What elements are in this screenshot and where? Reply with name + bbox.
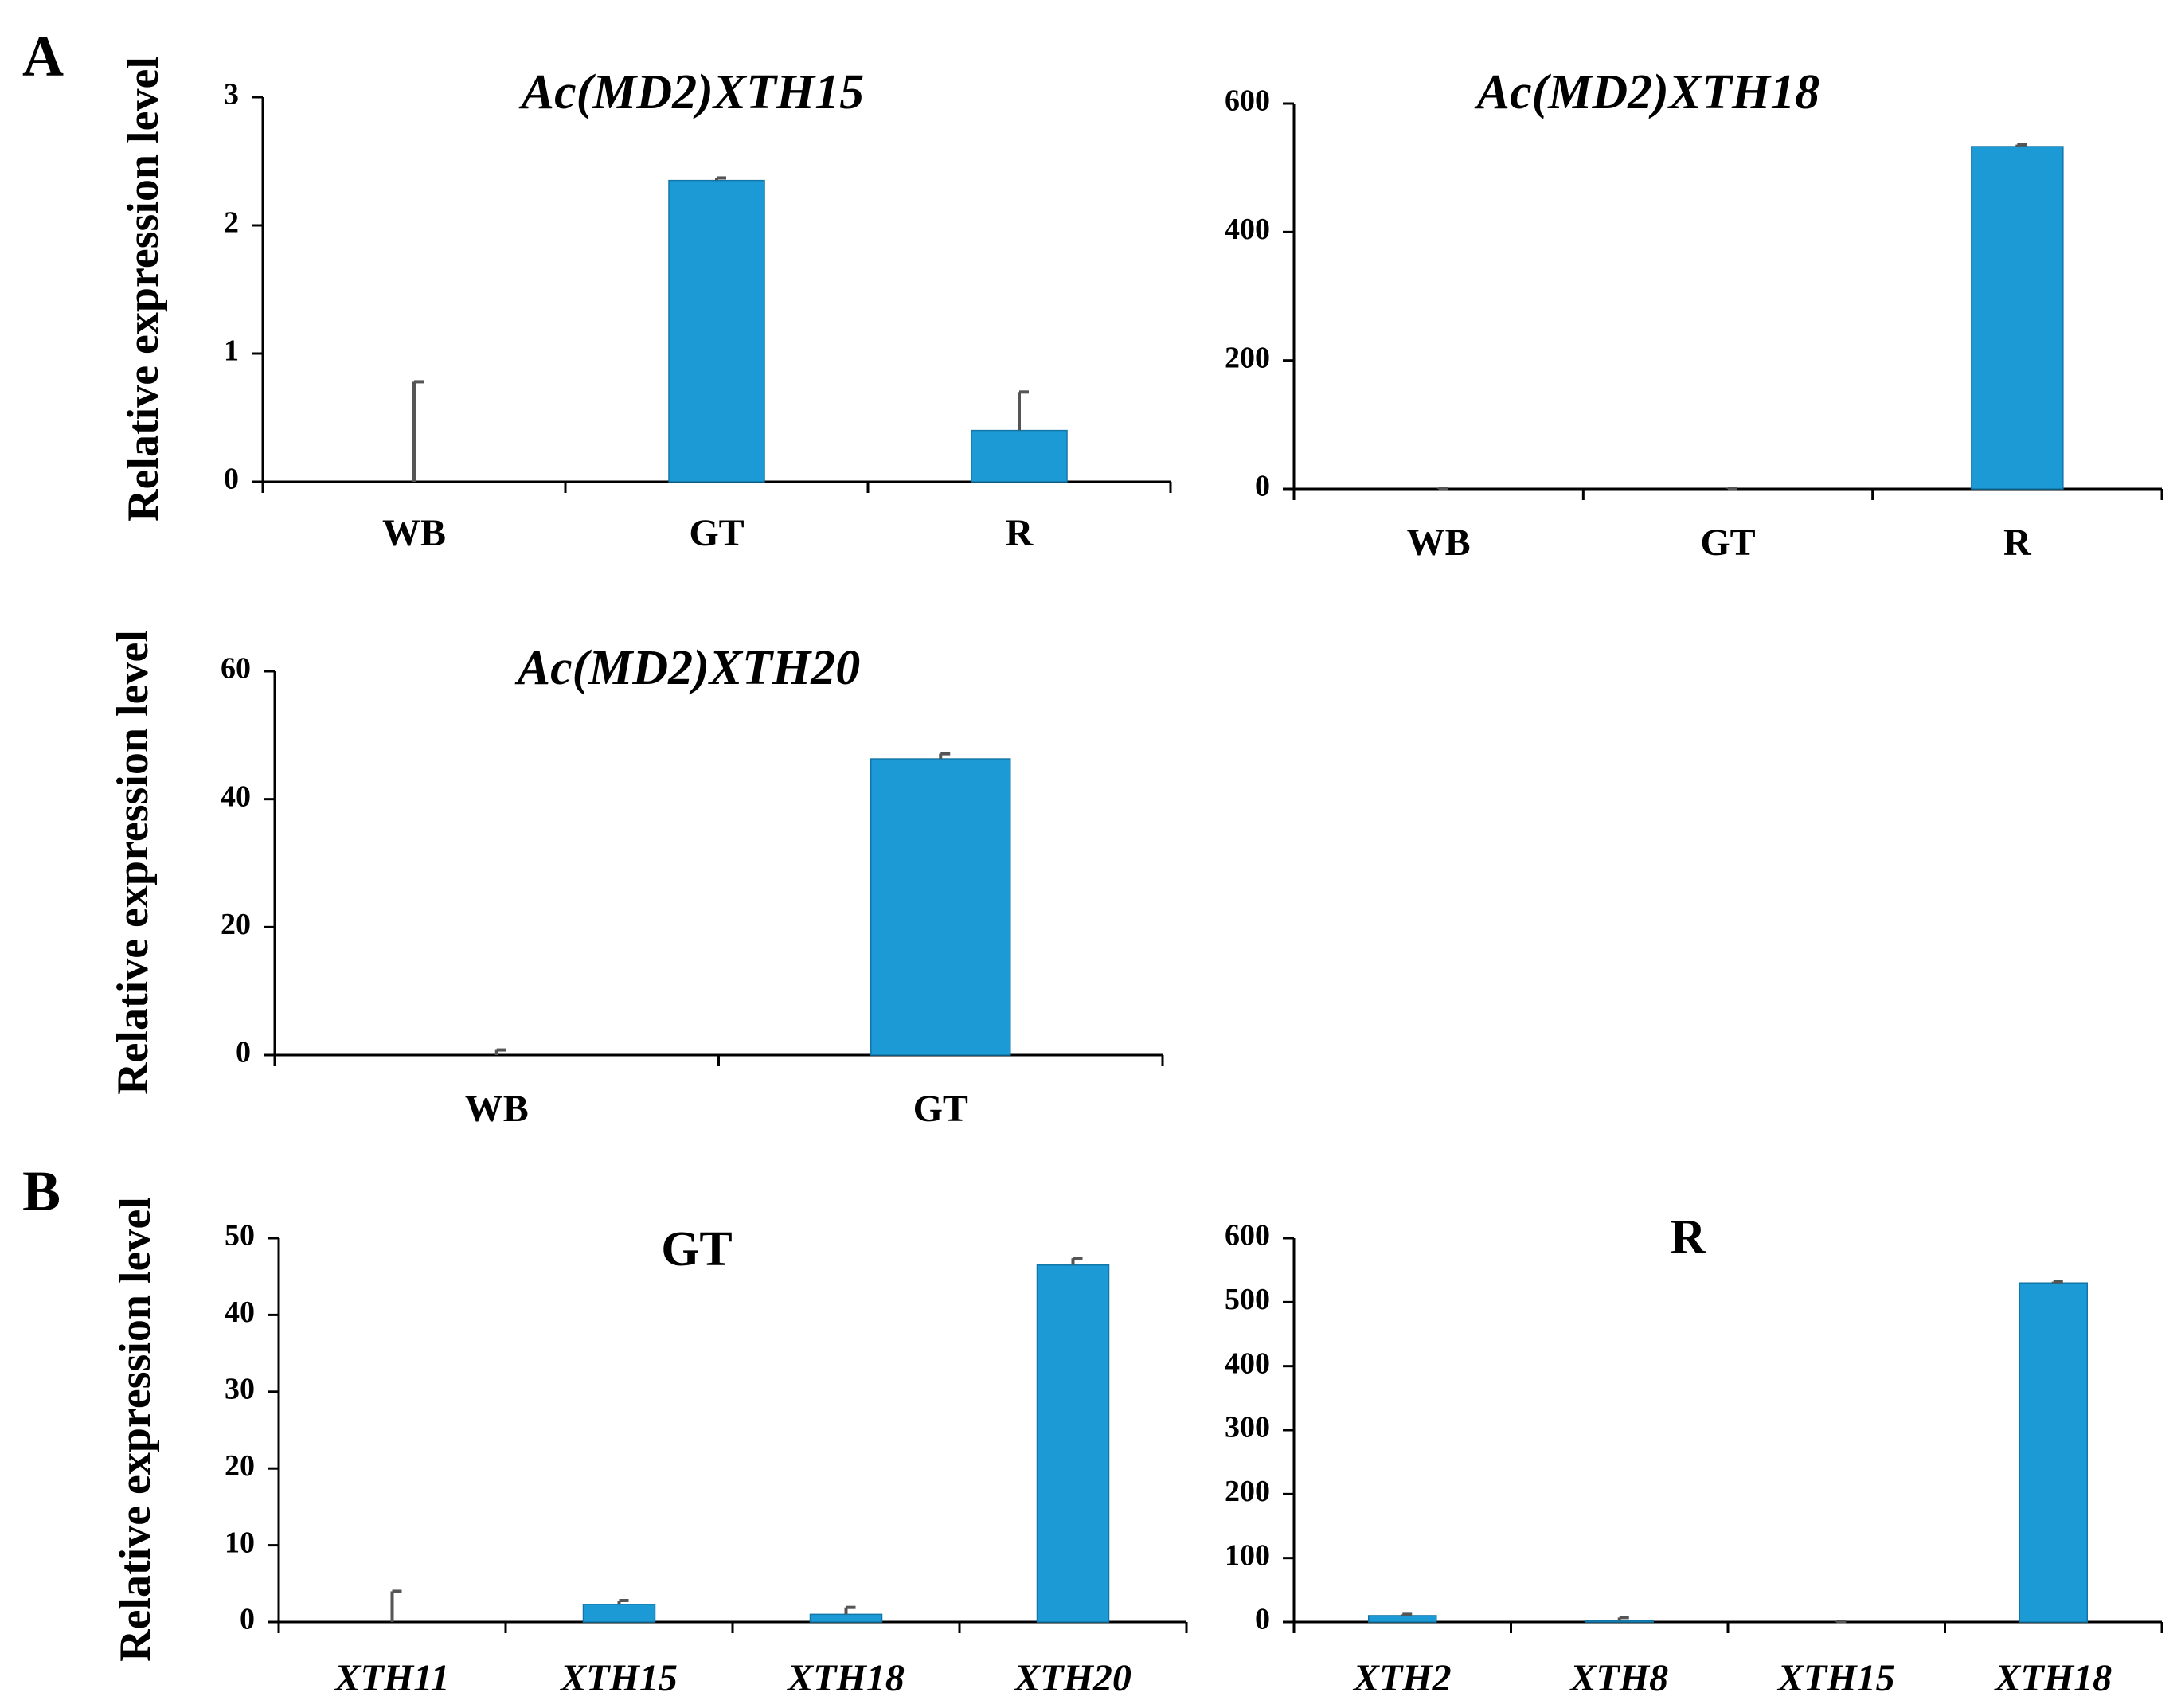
y-tick-label: 60: [221, 652, 251, 686]
bar: [870, 758, 1011, 1056]
x-tick-label: GT: [913, 1088, 968, 1130]
y-tick-label: 0: [1255, 1603, 1270, 1636]
y-tick-label: 2: [224, 206, 239, 240]
x-tick-label: XTH15: [559, 1657, 678, 1699]
y-tick-label: 40: [221, 780, 251, 813]
bar: [582, 1604, 656, 1623]
x-tick-label: XTH18: [786, 1657, 905, 1699]
y-tick-label: 40: [225, 1296, 255, 1329]
chart-title: Ac(MD2)XTH15: [518, 65, 865, 119]
y-tick-label: 20: [225, 1449, 255, 1483]
y-tick-label: 3: [224, 78, 239, 111]
y-tick-label: 50: [225, 1219, 255, 1253]
y-tick-label: 300: [1225, 1411, 1270, 1444]
y-tick-label: 30: [225, 1373, 255, 1406]
y-tick-label: 200: [1225, 1475, 1270, 1508]
y-tick-label: 200: [1225, 341, 1270, 374]
y-tick-label: 600: [1225, 1219, 1270, 1253]
bar: [809, 1613, 883, 1623]
y-tick-label: 600: [1225, 84, 1270, 118]
bar: [668, 179, 765, 483]
x-tick-label: XTH11: [333, 1657, 449, 1699]
bar: [1585, 1620, 1654, 1623]
panel-label-a: A: [22, 25, 64, 88]
x-tick-label: XTH18: [1993, 1657, 2112, 1699]
bar: [1368, 1615, 1437, 1623]
y-tick-label: 0: [224, 463, 239, 496]
chart-r: R 0 100 200 300 400 500 600 XTH2 XTH8 XTH15 XTH18: [1225, 1210, 2163, 1699]
chart-xth15: Ac(MD2)XTH15 Relative expression level 0 1 2…: [119, 57, 1172, 554]
y-tick-label: 500: [1225, 1283, 1270, 1316]
bar: [1036, 1264, 1110, 1623]
x-tick-label: XTH15: [1776, 1657, 1895, 1699]
x-tick-label: R: [2003, 522, 2032, 564]
y-axis-label: Relative expression level: [108, 630, 158, 1095]
panel-label-b: B: [22, 1159, 61, 1223]
chart-title: GT: [661, 1222, 733, 1276]
x-tick-label: R: [1006, 512, 1034, 554]
chart-gt: GT Relative expression level 0 10 20 30 40 50 XT…: [111, 1197, 1188, 1699]
x-tick-label: XTH20: [1013, 1657, 1132, 1699]
chart-title: Ac(MD2)XTH20: [514, 641, 861, 695]
x-tick-label: GT: [689, 512, 744, 554]
y-tick-label: 0: [236, 1036, 251, 1069]
bar: [971, 429, 1068, 483]
y-tick-label: 0: [1255, 470, 1270, 503]
x-tick-label: XTH2: [1352, 1657, 1452, 1699]
x-tick-label: WB: [465, 1088, 529, 1130]
y-tick-label: 10: [225, 1526, 255, 1559]
y-tick-label: 1: [224, 334, 239, 368]
y-tick-label: 400: [1225, 1346, 1270, 1380]
x-tick-label: GT: [1700, 522, 1755, 564]
chart-xth20: Ac(MD2)XTH20 Relative expression level 0 20…: [108, 630, 1164, 1130]
chart-title: R: [1671, 1210, 1707, 1264]
y-tick-label: 0: [240, 1603, 255, 1636]
y-axis-label: Relative expression level: [111, 1197, 160, 1662]
y-axis-label: Relative expression level: [119, 57, 168, 522]
bar: [2019, 1282, 2088, 1623]
x-tick-label: WB: [382, 512, 446, 554]
y-tick-label: 20: [221, 908, 251, 941]
chart-xth18: Ac(MD2)XTH18 0 200 400 600 WB GT R: [1225, 65, 2163, 564]
chart-title: Ac(MD2)XTH18: [1474, 65, 1820, 119]
y-tick-label: 400: [1225, 213, 1270, 246]
y-tick-label: 100: [1225, 1538, 1270, 1572]
x-tick-label: XTH8: [1569, 1657, 1668, 1699]
x-tick-label: WB: [1407, 522, 1471, 564]
bar: [1971, 146, 2064, 490]
